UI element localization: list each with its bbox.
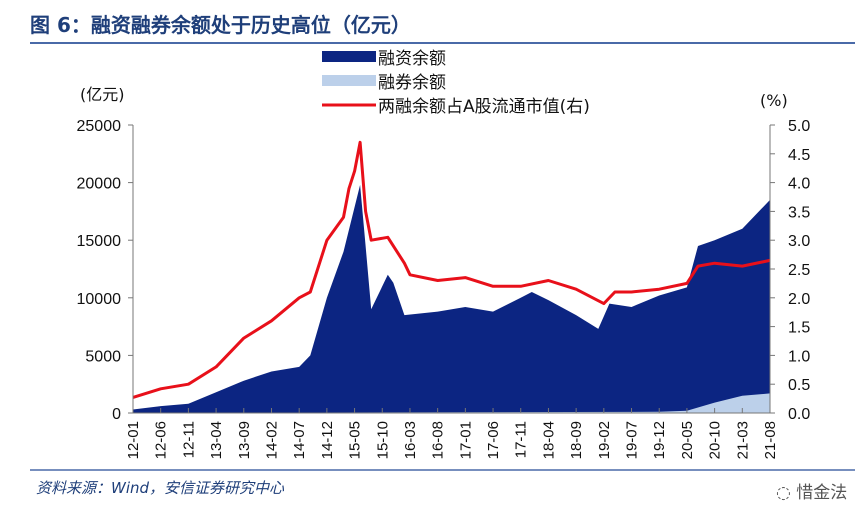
x-tick-label: 20-05 <box>679 421 696 459</box>
right-axis-unit: (%) <box>760 91 788 110</box>
left-axis-unit: (亿元) <box>80 85 125 104</box>
x-tick-label: 16-03 <box>402 421 419 459</box>
right-tick-label: 0.5 <box>788 377 810 394</box>
watermark-text: 惜金法 <box>796 483 848 503</box>
legend-label: 融资余额 <box>378 49 446 69</box>
left-tick-label: 10000 <box>77 291 122 308</box>
right-tick-label: 4.0 <box>788 176 810 193</box>
left-tick-label: 20000 <box>77 176 122 193</box>
right-tick-label: 5.0 <box>788 118 810 135</box>
watermark: ◌ 惜金法 <box>776 483 848 503</box>
x-tick-label: 16-08 <box>430 421 447 459</box>
figure-title: 图 6：融资融券余额处于历史高位（亿元） <box>30 13 411 37</box>
x-tick-label: 14-12 <box>319 421 336 459</box>
x-tick-label: 15-10 <box>374 421 391 459</box>
left-tick-label: 15000 <box>77 233 122 250</box>
series-short-area <box>133 393 770 413</box>
right-tick-label: 1.0 <box>788 348 810 365</box>
left-tick-label: 0 <box>112 406 121 423</box>
series-financing-area <box>133 184 770 413</box>
legend-label: 融券余额 <box>378 73 446 93</box>
x-tick-label: 14-07 <box>291 421 308 459</box>
legend-swatch <box>322 75 376 86</box>
x-tick-label: 13-09 <box>236 421 253 459</box>
right-tick-label: 1.5 <box>788 320 810 337</box>
x-tick-label: 18-09 <box>568 421 585 459</box>
right-tick-label: 0.0 <box>788 406 810 423</box>
x-tick-label: 17-06 <box>485 421 502 459</box>
x-tick-label: 21-03 <box>734 421 751 459</box>
x-tick-label: 15-05 <box>347 421 364 459</box>
x-tick-label: 13-04 <box>208 421 225 459</box>
x-tick-label: 14-02 <box>263 421 280 459</box>
x-tick-label: 12-01 <box>125 421 142 459</box>
source-note: 资料来源：Wind，安信证券研究中心 <box>36 479 285 497</box>
x-tick-label: 19-12 <box>651 421 668 459</box>
left-tick-label: 5000 <box>85 348 121 365</box>
right-tick-label: 4.5 <box>788 147 810 164</box>
left-tick-label: 25000 <box>77 118 122 135</box>
x-tick-label: 17-01 <box>457 421 474 459</box>
series-ratio-line <box>132 140 771 399</box>
right-tick-label: 3.0 <box>788 233 810 250</box>
right-tick-label: 2.0 <box>788 291 810 308</box>
x-tick-label: 12-06 <box>153 421 170 459</box>
x-tick-label: 21-08 <box>762 421 779 459</box>
x-tick-label: 19-02 <box>596 421 613 459</box>
x-tick-label: 19-07 <box>624 421 641 459</box>
legend-label: 两融余额占A股流通市值(右) <box>378 97 590 117</box>
x-tick-label: 18-04 <box>540 421 557 459</box>
right-tick-label: 2.5 <box>788 262 810 279</box>
right-tick-label: 3.5 <box>788 204 810 221</box>
x-tick-label: 20-10 <box>707 421 724 459</box>
x-tick-label: 12-11 <box>180 421 197 458</box>
x-tick-label: 17-11 <box>513 421 530 458</box>
legend-swatch <box>322 51 376 62</box>
